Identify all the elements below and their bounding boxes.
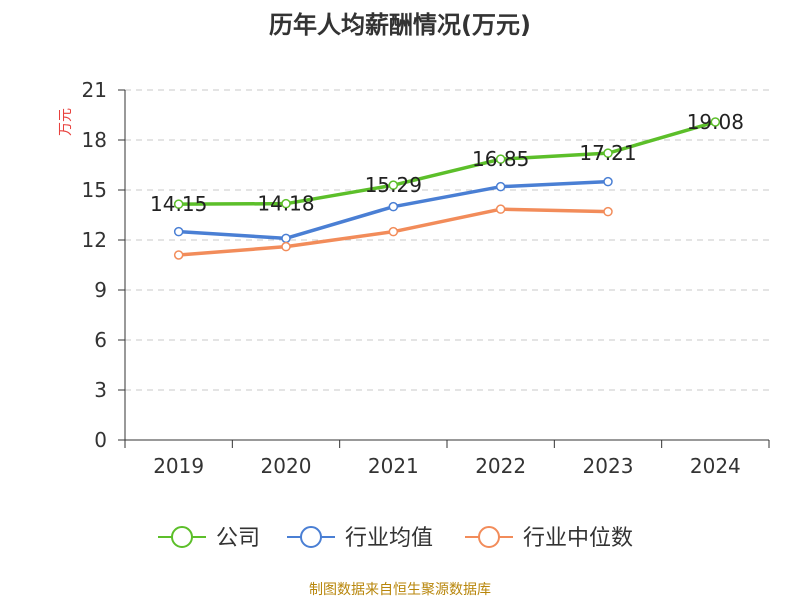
y-tick-label: 12: [82, 228, 107, 252]
data-point: [495, 204, 506, 214]
legend-marker-icon: [478, 526, 500, 548]
legend-label: 行业均值: [345, 526, 433, 551]
data-label: 16.85: [472, 147, 529, 171]
data-point: [281, 233, 291, 244]
legend-item[interactable]: 行业中位数: [465, 526, 633, 551]
x-tick-labels: 2019 2020 2021 2022 2023 2024: [153, 454, 741, 478]
y-tick-label: 18: [82, 128, 107, 152]
chart-title: 历年人均薪酬情况(万元): [269, 11, 531, 39]
axes: [118, 89, 770, 448]
gridlines: [125, 89, 769, 391]
x-tick-label: 2024: [690, 454, 741, 478]
x-tick-label: 2022: [475, 454, 526, 478]
data-point: [495, 154, 506, 164]
y-tick-label: 6: [94, 328, 107, 352]
x-tick-label: 2021: [368, 454, 419, 478]
source-note: 制图数据来自恒生聚源数据库: [309, 582, 491, 598]
data-point: [495, 181, 506, 192]
data-point: [603, 176, 613, 187]
y-tick-label: 9: [94, 278, 107, 302]
data-point: [388, 201, 399, 212]
x-tick-label: 2023: [583, 454, 634, 478]
y-tick-label: 15: [82, 178, 107, 202]
series-layer: [173, 117, 721, 260]
data-label: 19.08: [687, 110, 744, 134]
series-line: [176, 120, 718, 206]
data-point: [173, 199, 184, 209]
y-tick-labels: 0 3 6 9 12 15 18 21: [82, 78, 107, 452]
data-point: [173, 250, 184, 260]
y-tick-label: 0: [94, 428, 107, 452]
data-point: [173, 226, 184, 237]
legend-marker-icon: [300, 526, 322, 548]
data-label: 14.18: [257, 192, 314, 216]
y-tick-label: 21: [82, 78, 107, 102]
legend-marker-icon: [171, 526, 193, 548]
legend-label: 公司: [216, 526, 260, 551]
data-point: [603, 148, 613, 158]
data-point: [388, 226, 399, 237]
legend-item[interactable]: 行业均值: [287, 526, 433, 551]
data-label: 17.21: [579, 141, 636, 165]
x-tick-label: 2019: [153, 454, 204, 478]
data-point: [603, 206, 613, 217]
data-label: 15.29: [365, 173, 422, 197]
y-axis-label: 万元: [58, 108, 74, 136]
data-point: [710, 117, 721, 127]
legend-label: 行业中位数: [523, 526, 633, 551]
x-tick-label: 2020: [261, 454, 312, 478]
data-label: 14.15: [150, 192, 207, 216]
data-point: [388, 180, 399, 190]
data-labels: 14.15 14.18 15.29 16.85 17.21 19.08: [150, 110, 744, 216]
legend-item[interactable]: 公司: [158, 526, 260, 551]
data-point: [281, 198, 291, 209]
legend[interactable]: 公司 行业均值 行业中位数: [158, 526, 633, 551]
y-tick-label: 3: [94, 378, 107, 402]
data-point: [281, 241, 291, 252]
